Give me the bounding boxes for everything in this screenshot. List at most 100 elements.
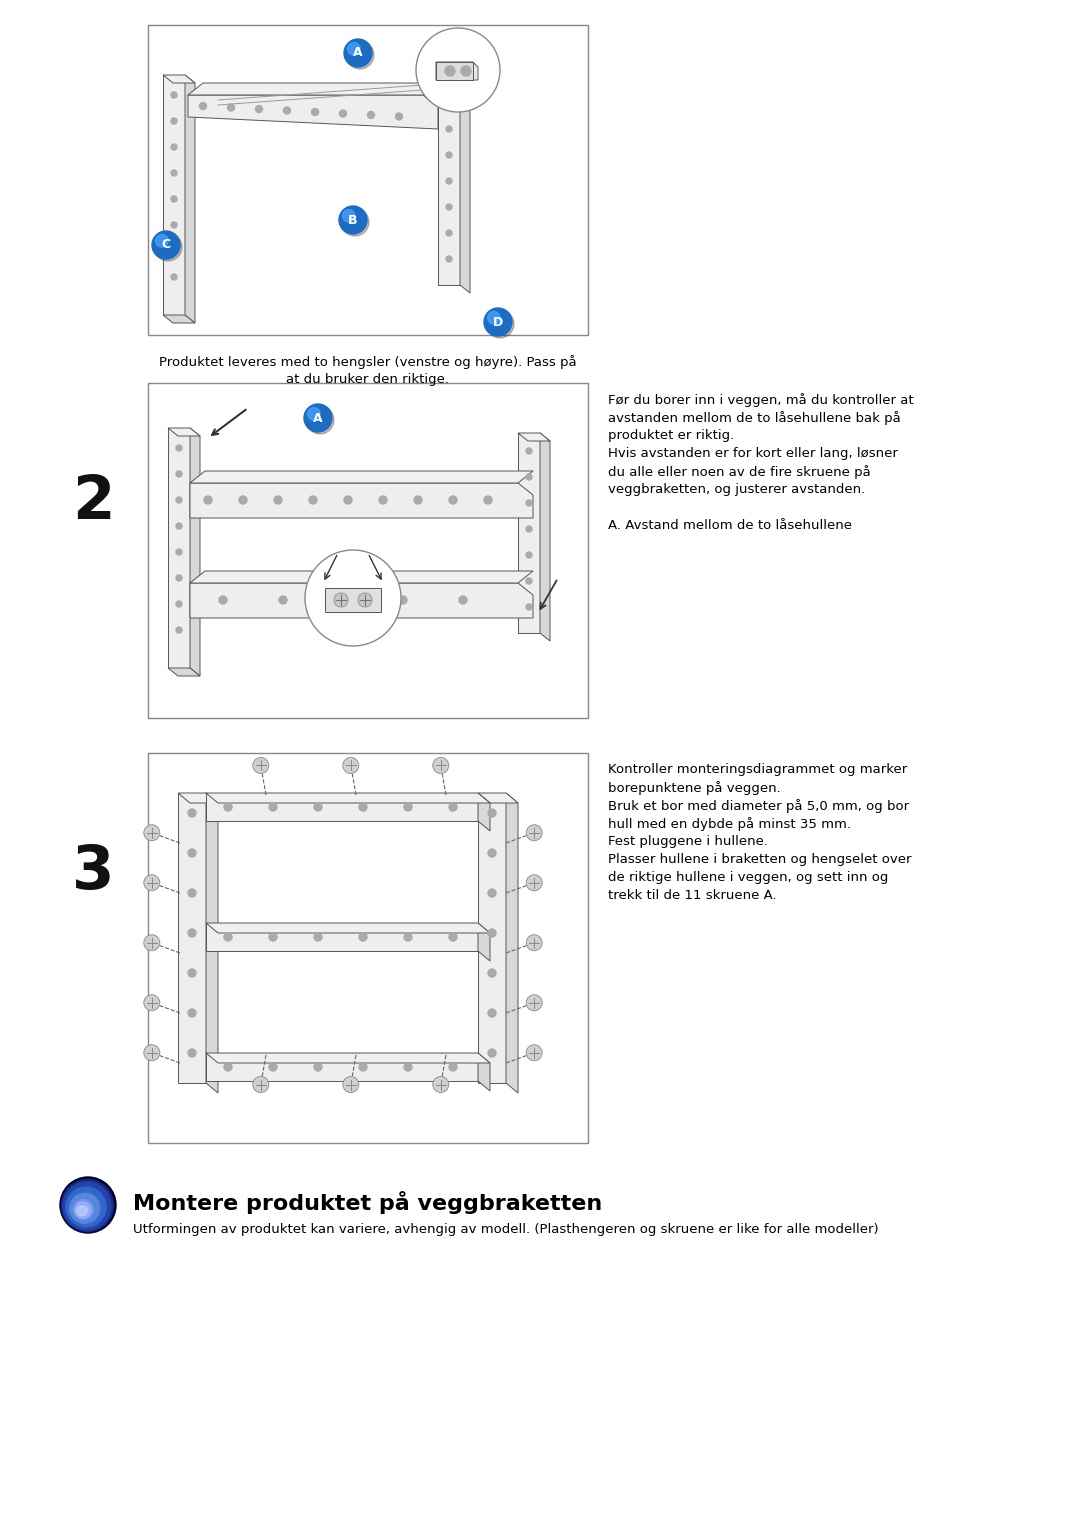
Circle shape xyxy=(188,1008,195,1018)
Circle shape xyxy=(339,596,347,604)
Circle shape xyxy=(309,497,318,504)
Text: A: A xyxy=(313,411,323,425)
Circle shape xyxy=(176,601,183,607)
Circle shape xyxy=(449,1063,457,1071)
Circle shape xyxy=(526,578,532,584)
Circle shape xyxy=(488,850,496,857)
Circle shape xyxy=(204,497,212,504)
Polygon shape xyxy=(518,432,540,633)
Circle shape xyxy=(283,107,291,115)
Circle shape xyxy=(488,1008,496,1018)
Circle shape xyxy=(239,497,247,504)
Circle shape xyxy=(314,804,322,811)
Polygon shape xyxy=(168,668,200,675)
Circle shape xyxy=(445,66,455,76)
Text: C: C xyxy=(161,238,171,252)
Circle shape xyxy=(339,110,347,118)
Circle shape xyxy=(526,874,542,891)
Circle shape xyxy=(75,1203,91,1218)
Circle shape xyxy=(526,500,532,506)
Text: Hvis avstanden er for kort eller lang, løsner: Hvis avstanden er for kort eller lang, l… xyxy=(608,448,897,460)
Circle shape xyxy=(488,1050,496,1057)
Text: Produktet leveres med to hengsler (venstre og høyre). Pass på: Produktet leveres med to hengsler (venst… xyxy=(159,354,577,368)
Text: 2: 2 xyxy=(71,474,114,532)
Circle shape xyxy=(224,1063,232,1071)
Polygon shape xyxy=(190,471,534,483)
Circle shape xyxy=(171,274,177,280)
Circle shape xyxy=(188,929,195,937)
Polygon shape xyxy=(206,793,490,804)
Circle shape xyxy=(487,312,500,324)
Text: D: D xyxy=(492,315,503,329)
Circle shape xyxy=(446,177,453,183)
Circle shape xyxy=(144,995,160,1010)
Circle shape xyxy=(404,934,411,941)
Polygon shape xyxy=(206,923,478,950)
Circle shape xyxy=(526,1045,542,1060)
Polygon shape xyxy=(206,1053,490,1063)
Polygon shape xyxy=(507,793,518,1093)
Circle shape xyxy=(152,231,180,260)
Circle shape xyxy=(334,593,348,607)
Bar xyxy=(148,384,588,718)
Circle shape xyxy=(449,497,457,504)
Circle shape xyxy=(488,889,496,897)
Circle shape xyxy=(66,1187,106,1227)
Circle shape xyxy=(414,497,422,504)
Text: A: A xyxy=(353,46,363,60)
Circle shape xyxy=(70,1193,99,1224)
Polygon shape xyxy=(163,75,185,315)
Polygon shape xyxy=(438,86,470,93)
Circle shape xyxy=(345,497,352,504)
Circle shape xyxy=(446,99,453,105)
Text: Før du borer inn i veggen, må du kontroller at: Før du borer inn i veggen, må du kontrol… xyxy=(608,393,914,406)
Circle shape xyxy=(171,248,177,254)
Circle shape xyxy=(311,108,319,116)
Text: produktet er riktig.: produktet er riktig. xyxy=(608,429,734,442)
Polygon shape xyxy=(206,1053,478,1080)
Text: A. Avstand mellom de to låsehullene: A. Avstand mellom de to låsehullene xyxy=(608,520,852,532)
Circle shape xyxy=(314,934,322,941)
Circle shape xyxy=(446,205,453,209)
Circle shape xyxy=(269,804,276,811)
Circle shape xyxy=(342,758,359,773)
Circle shape xyxy=(171,196,177,202)
Circle shape xyxy=(224,934,232,941)
Text: B: B xyxy=(348,214,357,226)
Polygon shape xyxy=(188,95,438,128)
Circle shape xyxy=(341,208,369,235)
Circle shape xyxy=(176,575,183,581)
Text: hull med en dybde på minst 35 mm.: hull med en dybde på minst 35 mm. xyxy=(608,817,851,831)
Polygon shape xyxy=(478,793,518,804)
Text: avstanden mellom de to låsehullene bak på: avstanden mellom de to låsehullene bak p… xyxy=(608,411,901,425)
Polygon shape xyxy=(478,1053,490,1091)
Circle shape xyxy=(488,808,496,817)
Polygon shape xyxy=(188,83,438,95)
Polygon shape xyxy=(163,75,195,83)
Circle shape xyxy=(359,804,367,811)
Circle shape xyxy=(446,231,453,235)
Polygon shape xyxy=(478,793,490,831)
Polygon shape xyxy=(478,923,490,961)
Circle shape xyxy=(176,497,183,503)
Circle shape xyxy=(367,112,375,119)
Circle shape xyxy=(404,1063,411,1071)
Circle shape xyxy=(269,934,276,941)
Polygon shape xyxy=(206,923,490,934)
Circle shape xyxy=(526,604,532,610)
Circle shape xyxy=(303,403,332,432)
Circle shape xyxy=(224,804,232,811)
Circle shape xyxy=(433,758,449,773)
Polygon shape xyxy=(540,432,550,642)
Text: Bruk et bor med diameter på 5,0 mm, og bor: Bruk et bor med diameter på 5,0 mm, og b… xyxy=(608,799,909,813)
Text: 3: 3 xyxy=(71,843,114,902)
Polygon shape xyxy=(325,588,381,613)
Circle shape xyxy=(526,825,542,840)
Circle shape xyxy=(176,626,183,633)
Circle shape xyxy=(62,1180,113,1232)
Circle shape xyxy=(256,105,262,113)
Circle shape xyxy=(176,523,183,529)
Polygon shape xyxy=(436,63,473,79)
Circle shape xyxy=(171,170,177,176)
Text: Montere produktet på veggbraketten: Montere produktet på veggbraketten xyxy=(133,1190,603,1215)
